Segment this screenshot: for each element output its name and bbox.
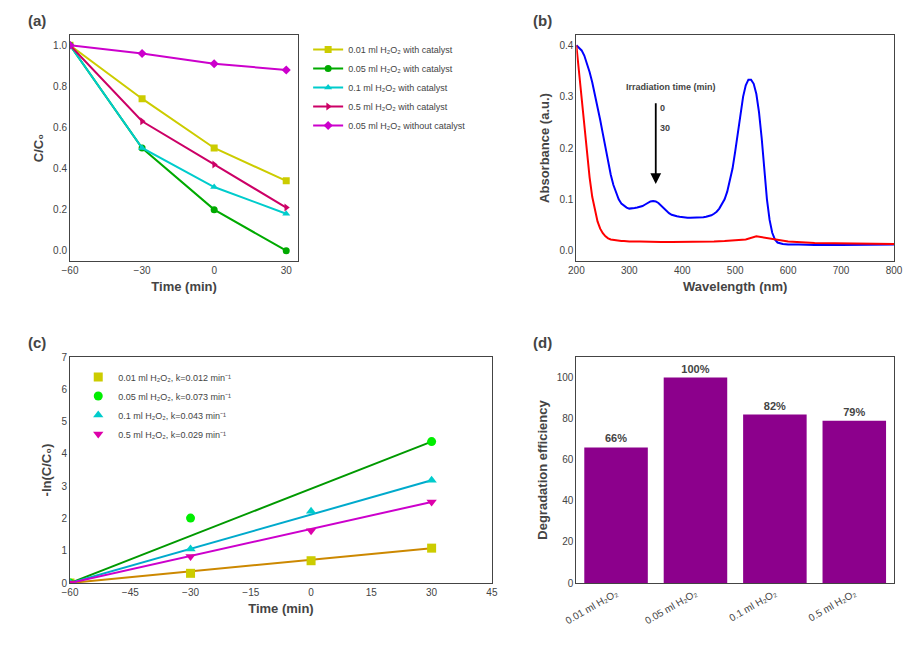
- svg-text:500: 500: [727, 265, 744, 276]
- svg-text:−30: −30: [182, 587, 199, 598]
- svg-text:−60: −60: [62, 587, 79, 598]
- svg-text:0.01 ml H₂O₂ with catalyst: 0.01 ml H₂O₂ with catalyst: [348, 45, 453, 55]
- svg-text:30: 30: [426, 587, 438, 598]
- svg-text:6: 6: [61, 384, 67, 395]
- svg-text:−45: −45: [122, 587, 139, 598]
- svg-text:Time (min): Time (min): [151, 279, 217, 294]
- svg-text:79%: 79%: [843, 406, 865, 418]
- svg-text:0: 0: [211, 265, 217, 276]
- svg-text:0.4: 0.4: [53, 163, 67, 174]
- svg-text:(d): (d): [533, 334, 552, 351]
- svg-text:C/C₀: C/C₀: [31, 134, 46, 162]
- svg-text:700: 700: [833, 265, 850, 276]
- svg-text:1.0: 1.0: [53, 40, 67, 51]
- svg-text:(b): (b): [533, 12, 552, 29]
- svg-text:0.1: 0.1: [559, 194, 573, 205]
- svg-text:0.0: 0.0: [53, 245, 67, 256]
- svg-text:15: 15: [366, 587, 378, 598]
- svg-text:0.5 ml H₂O₂ with catalyst: 0.5 ml H₂O₂ with catalyst: [348, 102, 448, 112]
- svg-text:30: 30: [660, 123, 670, 133]
- svg-text:800: 800: [886, 265, 903, 276]
- svg-text:Degradation efficiency: Degradation efficiency: [535, 400, 550, 540]
- svg-text:Time (min): Time (min): [248, 601, 314, 616]
- svg-text:0: 0: [308, 587, 314, 598]
- svg-text:(c): (c): [28, 334, 46, 351]
- svg-text:0.5 ml H₂O₂: 0.5 ml H₂O₂: [807, 587, 858, 623]
- svg-text:2: 2: [61, 513, 67, 524]
- svg-text:Wavelength (nm): Wavelength (nm): [683, 279, 787, 294]
- svg-text:0: 0: [660, 103, 665, 113]
- svg-text:0.0: 0.0: [559, 245, 573, 256]
- svg-text:20: 20: [562, 536, 574, 547]
- svg-text:0.3: 0.3: [559, 91, 573, 102]
- svg-text:0.1 ml H₂O₂, k=0.043 min⁻¹: 0.1 ml H₂O₂, k=0.043 min⁻¹: [118, 410, 226, 420]
- svg-text:1: 1: [61, 545, 67, 556]
- svg-text:0.1 ml H₂O₂ with catalyst: 0.1 ml H₂O₂ with catalyst: [348, 83, 448, 93]
- svg-text:0.01 ml H₂O₂: 0.01 ml H₂O₂: [564, 587, 620, 626]
- svg-text:Absorbance (a.u.): Absorbance (a.u.): [537, 93, 552, 203]
- svg-text:4: 4: [61, 448, 67, 459]
- svg-text:600: 600: [780, 265, 797, 276]
- svg-text:300: 300: [621, 265, 638, 276]
- svg-text:80: 80: [562, 413, 574, 424]
- svg-text:0.2: 0.2: [53, 204, 67, 215]
- svg-text:5: 5: [61, 416, 67, 427]
- svg-text:0.4: 0.4: [559, 40, 573, 51]
- svg-text:0.01 ml H₂O₂, k=0.012 min⁻¹: 0.01 ml H₂O₂, k=0.012 min⁻¹: [118, 372, 231, 382]
- svg-text:30: 30: [281, 265, 293, 276]
- svg-text:60: 60: [562, 454, 574, 465]
- svg-text:0.2: 0.2: [559, 143, 573, 154]
- svg-text:3: 3: [61, 481, 67, 492]
- svg-text:(a): (a): [28, 12, 46, 29]
- svg-text:−15: −15: [242, 587, 259, 598]
- svg-text:0.1 ml H₂O₂: 0.1 ml H₂O₂: [727, 587, 778, 623]
- svg-text:0.05 ml H₂O₂, k=0.073 min⁻¹: 0.05 ml H₂O₂, k=0.073 min⁻¹: [118, 391, 231, 401]
- svg-text:100%: 100%: [681, 363, 709, 375]
- svg-text:82%: 82%: [764, 400, 786, 412]
- svg-text:200: 200: [568, 265, 585, 276]
- svg-text:0.5 ml H₂O₂, k=0.029 min⁻¹: 0.5 ml H₂O₂, k=0.029 min⁻¹: [118, 429, 226, 439]
- svg-text:0.05 ml H₂O₂ with catalyst: 0.05 ml H₂O₂ with catalyst: [348, 64, 453, 74]
- svg-text:Irradiation time (min): Irradiation time (min): [626, 82, 716, 92]
- svg-text:66%: 66%: [605, 432, 627, 444]
- svg-text:−60: −60: [62, 265, 79, 276]
- svg-text:-ln(C/C₀): -ln(C/C₀): [39, 444, 54, 497]
- svg-text:45: 45: [486, 587, 498, 598]
- svg-text:0: 0: [61, 578, 67, 589]
- svg-text:0.05 ml H₂O₂: 0.05 ml H₂O₂: [643, 587, 699, 626]
- svg-text:0.8: 0.8: [53, 81, 67, 92]
- svg-text:0: 0: [568, 578, 574, 589]
- svg-text:7: 7: [61, 352, 67, 363]
- svg-text:400: 400: [674, 265, 691, 276]
- svg-text:0.05 ml H₂O₂ without catalyst: 0.05 ml H₂O₂ without catalyst: [348, 121, 465, 131]
- svg-text:100: 100: [557, 372, 574, 383]
- svg-text:0.6: 0.6: [53, 122, 67, 133]
- svg-text:40: 40: [562, 495, 574, 506]
- svg-text:−30: −30: [134, 265, 151, 276]
